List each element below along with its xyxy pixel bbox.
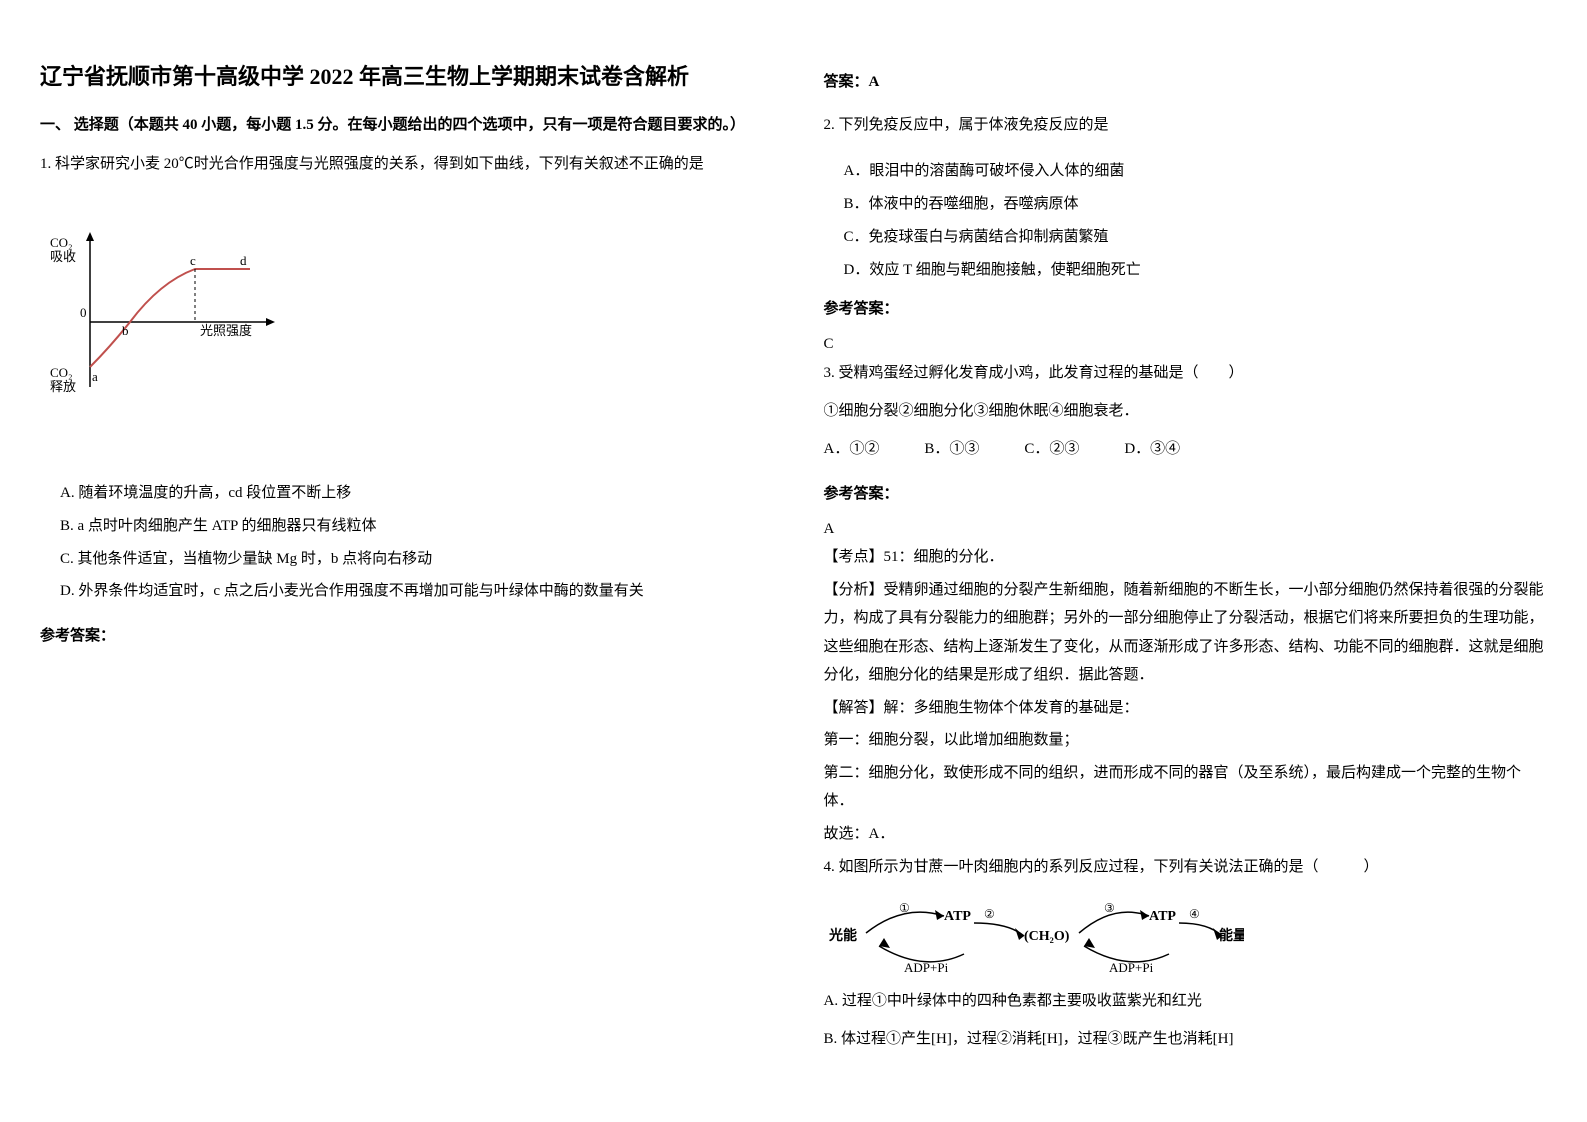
q2-option-b: B．体液中的吞噬细胞，吞噬病原体 [824,188,1548,221]
q2-option-a: A．眼泪中的溶菌酶可破坏侵入人体的细菌 [824,155,1548,188]
q4-option-a: A. 过程①中叶绿体中的四种色素都主要吸收蓝紫光和红光 [824,986,1548,1016]
q4-text: 4. 如图所示为甘蔗一叶肉细胞内的系列反应过程，下列有关说法正确的是（ ） [824,852,1548,882]
q1-option-b: B. a 点时叶肉细胞产生 ATP 的细胞器只有线粒体 [40,510,764,543]
svg-text:0: 0 [80,305,87,320]
q2-answer-label: 参考答案： [824,297,1548,318]
q2-answer: C [824,331,1548,358]
exam-page: 辽宁省抚顺市第十高级中学 2022 年高三生物上学期期末试卷含解析 一、 选择题… [40,60,1547,1062]
right-column: 答案：A 2. 下列免疫反应中，属于体液免疫反应的是 A．眼泪中的溶菌酶可破坏侵… [824,60,1548,1062]
q1-option-c: C. 其他条件适宜，当植物少量缺 Mg 时，b 点将向右移动 [40,543,764,576]
q3-analysis-5: 故选：A． [824,820,1548,849]
svg-text:d: d [240,253,247,268]
q4-diagram: 光能 ① ATP ② (CH₂O) ADP+Pi ③ ATP [824,898,1548,978]
q1-answer: 答案：A [824,70,1548,91]
q3-sub: ①细胞分裂②细胞分化③细胞休眠④细胞衰老． [824,396,1548,426]
q4-option-b: B. 体过程①产生[H]，过程②消耗[H]，过程③既产生也消耗[H] [824,1024,1548,1054]
q1-answer-label: 参考答案： [40,624,764,645]
q3-analysis-4: 第二：细胞分化，致使形成不同的组织，进而形成不同的器官（及至系统），最后构建成一… [824,759,1548,816]
svg-text:CO₂: CO₂ [50,365,73,380]
section-header: 一、 选择题（本题共 40 小题，每小题 1.5 分。在每小题给出的四个选项中，… [40,113,764,137]
left-column: 辽宁省抚顺市第十高级中学 2022 年高三生物上学期期末试卷含解析 一、 选择题… [40,60,764,1062]
svg-text:c: c [190,253,196,268]
q3-analysis-1: 【分析】受精卵通过细胞的分裂产生新细胞，随着新细胞的不断生长，一小部分细胞仍然保… [824,576,1548,690]
q1-chart: CO₂ 吸收 CO₂ 释放 光照强度 0 a b c d [40,227,764,407]
exam-title: 辽宁省抚顺市第十高级中学 2022 年高三生物上学期期末试卷含解析 [40,60,764,93]
q2-option-c: C．免疫球蛋白与病菌结合抑制病菌繁殖 [824,221,1548,254]
q3-options: A．①② B．①③ C．②③ D．③④ [824,434,1548,464]
q3-analysis-3: 第一：细胞分裂，以此增加细胞数量； [824,726,1548,755]
svg-text:ADP+Pi: ADP+Pi [1109,960,1154,975]
q2-option-d: D．效应 T 细胞与靶细胞接触，使靶细胞死亡 [824,254,1548,287]
svg-text:释放: 释放 [50,379,76,394]
q1-option-d: D. 外界条件均适宜时，c 点之后小麦光合作用强度不再增加可能与叶绿体中酶的数量… [40,576,764,606]
q1-option-a: A. 随着环境温度的升高，cd 段位置不断上移 [40,477,764,510]
svg-text:①: ① [899,901,910,915]
svg-text:(CH₂O): (CH₂O) [1024,929,1070,944]
q3-text: 3. 受精鸡蛋经过孵化发育成小鸡，此发育过程的基础是（ ） [824,358,1548,388]
svg-text:光照强度: 光照强度 [200,323,252,338]
svg-text:③: ③ [1104,901,1115,915]
svg-text:a: a [92,369,98,384]
q3-answer-label: 参考答案： [824,482,1548,503]
q1-text: 1. 科学家研究小麦 20℃时光合作用强度与光照强度的关系，得到如下曲线，下列有… [40,149,764,179]
q2-text: 2. 下列免疫反应中，属于体液免疫反应的是 [824,110,1548,140]
q3-analysis-0: 【考点】51：细胞的分化． [824,543,1548,572]
svg-text:光能: 光能 [828,927,857,944]
q3-analysis-2: 【解答】解：多细胞生物体个体发育的基础是： [824,694,1548,723]
svg-text:b: b [122,323,129,338]
svg-text:吸收: 吸收 [50,249,76,264]
svg-text:ADP+Pi: ADP+Pi [904,960,949,975]
svg-text:CO₂: CO₂ [50,235,73,250]
q3-answer: A [824,516,1548,543]
svg-text:能量: 能量 [1219,927,1244,944]
svg-text:ATP: ATP [1149,909,1176,924]
svg-text:④: ④ [1189,907,1200,921]
svg-text:②: ② [984,907,995,921]
svg-text:ATP: ATP [944,909,971,924]
